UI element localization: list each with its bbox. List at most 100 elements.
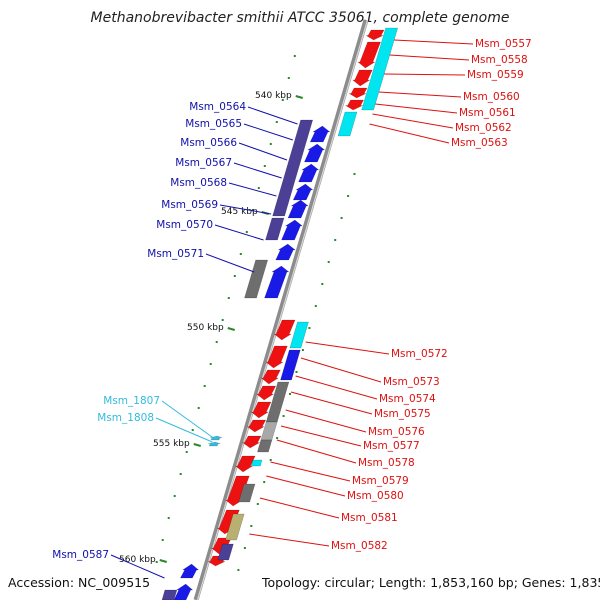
ring-dot bbox=[155, 561, 158, 563]
tick-label: 545 kbp bbox=[221, 207, 258, 217]
leader-line bbox=[266, 475, 346, 497]
leader-line bbox=[280, 425, 362, 447]
tick-mark bbox=[159, 559, 167, 563]
ring-dot bbox=[203, 385, 206, 387]
gene-label: Msm_0562 bbox=[455, 122, 512, 134]
map-title: Methanobrevibacter smithii ATCC 35061, c… bbox=[91, 10, 510, 26]
tick-mark bbox=[193, 443, 201, 447]
ring-dot bbox=[340, 217, 343, 219]
ring-dot bbox=[209, 363, 212, 365]
forward-cds-arrow bbox=[365, 29, 385, 41]
other-block bbox=[217, 543, 234, 561]
gene-label: Msm_0566 bbox=[180, 137, 237, 149]
gene-label: Msm_0558 bbox=[471, 54, 528, 66]
ring-dot bbox=[289, 393, 291, 395]
ring-dot bbox=[197, 407, 200, 409]
ring-dot bbox=[314, 305, 317, 307]
ring-dot bbox=[269, 143, 272, 145]
reverse-cds-arrow bbox=[179, 563, 200, 579]
gene-label: Msm_0563 bbox=[451, 137, 508, 149]
leader-line bbox=[276, 439, 357, 464]
tick-label: 550 kbp bbox=[187, 323, 224, 333]
ring-dot bbox=[321, 283, 324, 285]
gene-label: Msm_0567 bbox=[175, 157, 232, 169]
ring-dot bbox=[334, 239, 337, 241]
ring-dot bbox=[282, 415, 285, 417]
ring-dot bbox=[287, 77, 290, 79]
leader-line bbox=[214, 224, 264, 241]
misc-feature-block bbox=[225, 513, 245, 541]
ring-dot bbox=[276, 437, 279, 439]
pseudogene-block bbox=[257, 439, 273, 453]
gene-label: Msm_0561 bbox=[459, 107, 516, 119]
ring-dot bbox=[221, 319, 224, 321]
gene-label: Msm_0576 bbox=[368, 426, 425, 438]
tick-label: 560 kbp bbox=[119, 555, 156, 565]
forward-cds-arrow bbox=[265, 345, 288, 369]
leader-line bbox=[243, 123, 293, 141]
ring-dot bbox=[250, 525, 253, 527]
rna-arrow bbox=[208, 441, 221, 447]
leader-line bbox=[372, 113, 454, 129]
forward-cds-arrow bbox=[348, 87, 368, 99]
ring-dot bbox=[173, 495, 176, 497]
leader-line bbox=[161, 400, 214, 439]
gene-label: Msm_0587 bbox=[52, 549, 109, 561]
ring-dot bbox=[245, 231, 248, 233]
leader-line bbox=[219, 204, 272, 215]
reverse-cds-arrow bbox=[292, 183, 314, 201]
tick-label: 540 kbp bbox=[255, 91, 292, 101]
forward-cds-arrow bbox=[273, 319, 296, 341]
tick-mark bbox=[295, 95, 303, 99]
ring-dot bbox=[256, 503, 259, 505]
tick-mark bbox=[227, 327, 235, 331]
feature-blocks bbox=[161, 27, 399, 600]
reverse-cds-arrow bbox=[287, 199, 309, 219]
gene-label: Msm_0575 bbox=[374, 408, 431, 420]
reverse-cds-arrow bbox=[173, 583, 194, 600]
gene-labels: Msm_0557 Msm_0558 Msm_0559 Msm_0560 Msm_0561… bbox=[52, 38, 532, 579]
leader-line bbox=[375, 103, 458, 114]
ring-dot bbox=[308, 327, 311, 329]
leader-line bbox=[378, 91, 462, 98]
gene-label: Msm_0560 bbox=[463, 91, 520, 103]
forward-rna-block bbox=[361, 27, 399, 111]
backbone bbox=[193, 19, 369, 600]
ring-dot bbox=[179, 473, 182, 475]
gene-label: Msm_1807 bbox=[103, 395, 160, 407]
leader-line bbox=[155, 417, 213, 443]
ring-dot bbox=[327, 261, 330, 263]
ring-dot bbox=[161, 539, 164, 541]
leader-line bbox=[249, 533, 330, 547]
forward-cds-arrow bbox=[357, 41, 381, 69]
backbone-highlight bbox=[196, 19, 369, 600]
gene-label: Msm_0557 bbox=[475, 38, 532, 50]
cds-block bbox=[280, 349, 301, 381]
gene-label: Msm_0580 bbox=[347, 490, 404, 502]
reverse-cds-arrow bbox=[275, 243, 297, 261]
forward-cds-arrow bbox=[260, 369, 281, 385]
rna-arrow bbox=[210, 435, 223, 441]
ring-dot bbox=[215, 341, 218, 343]
gene-label: Msm_0578 bbox=[358, 457, 415, 469]
forward-rna-block bbox=[250, 459, 263, 467]
forward-cds-arrow bbox=[250, 401, 272, 419]
leader-line bbox=[110, 554, 165, 579]
leader-line bbox=[389, 54, 470, 61]
ring-dot bbox=[243, 547, 246, 549]
forward-cds-arrow bbox=[255, 385, 277, 401]
leader-line bbox=[369, 123, 450, 144]
leader-line bbox=[305, 341, 390, 355]
gene-label: Msm_0579 bbox=[352, 475, 409, 487]
ring-dot bbox=[167, 517, 170, 519]
ring-dot bbox=[237, 569, 240, 571]
gene-label: Msm_0574 bbox=[379, 393, 436, 405]
ring-dot bbox=[257, 187, 260, 189]
ring-dot bbox=[269, 459, 272, 461]
reverse-cds-arrow bbox=[264, 265, 290, 299]
leader-line bbox=[295, 375, 378, 400]
ring-dot bbox=[347, 195, 350, 197]
leader-line bbox=[259, 497, 340, 519]
ring-dot bbox=[275, 121, 278, 123]
